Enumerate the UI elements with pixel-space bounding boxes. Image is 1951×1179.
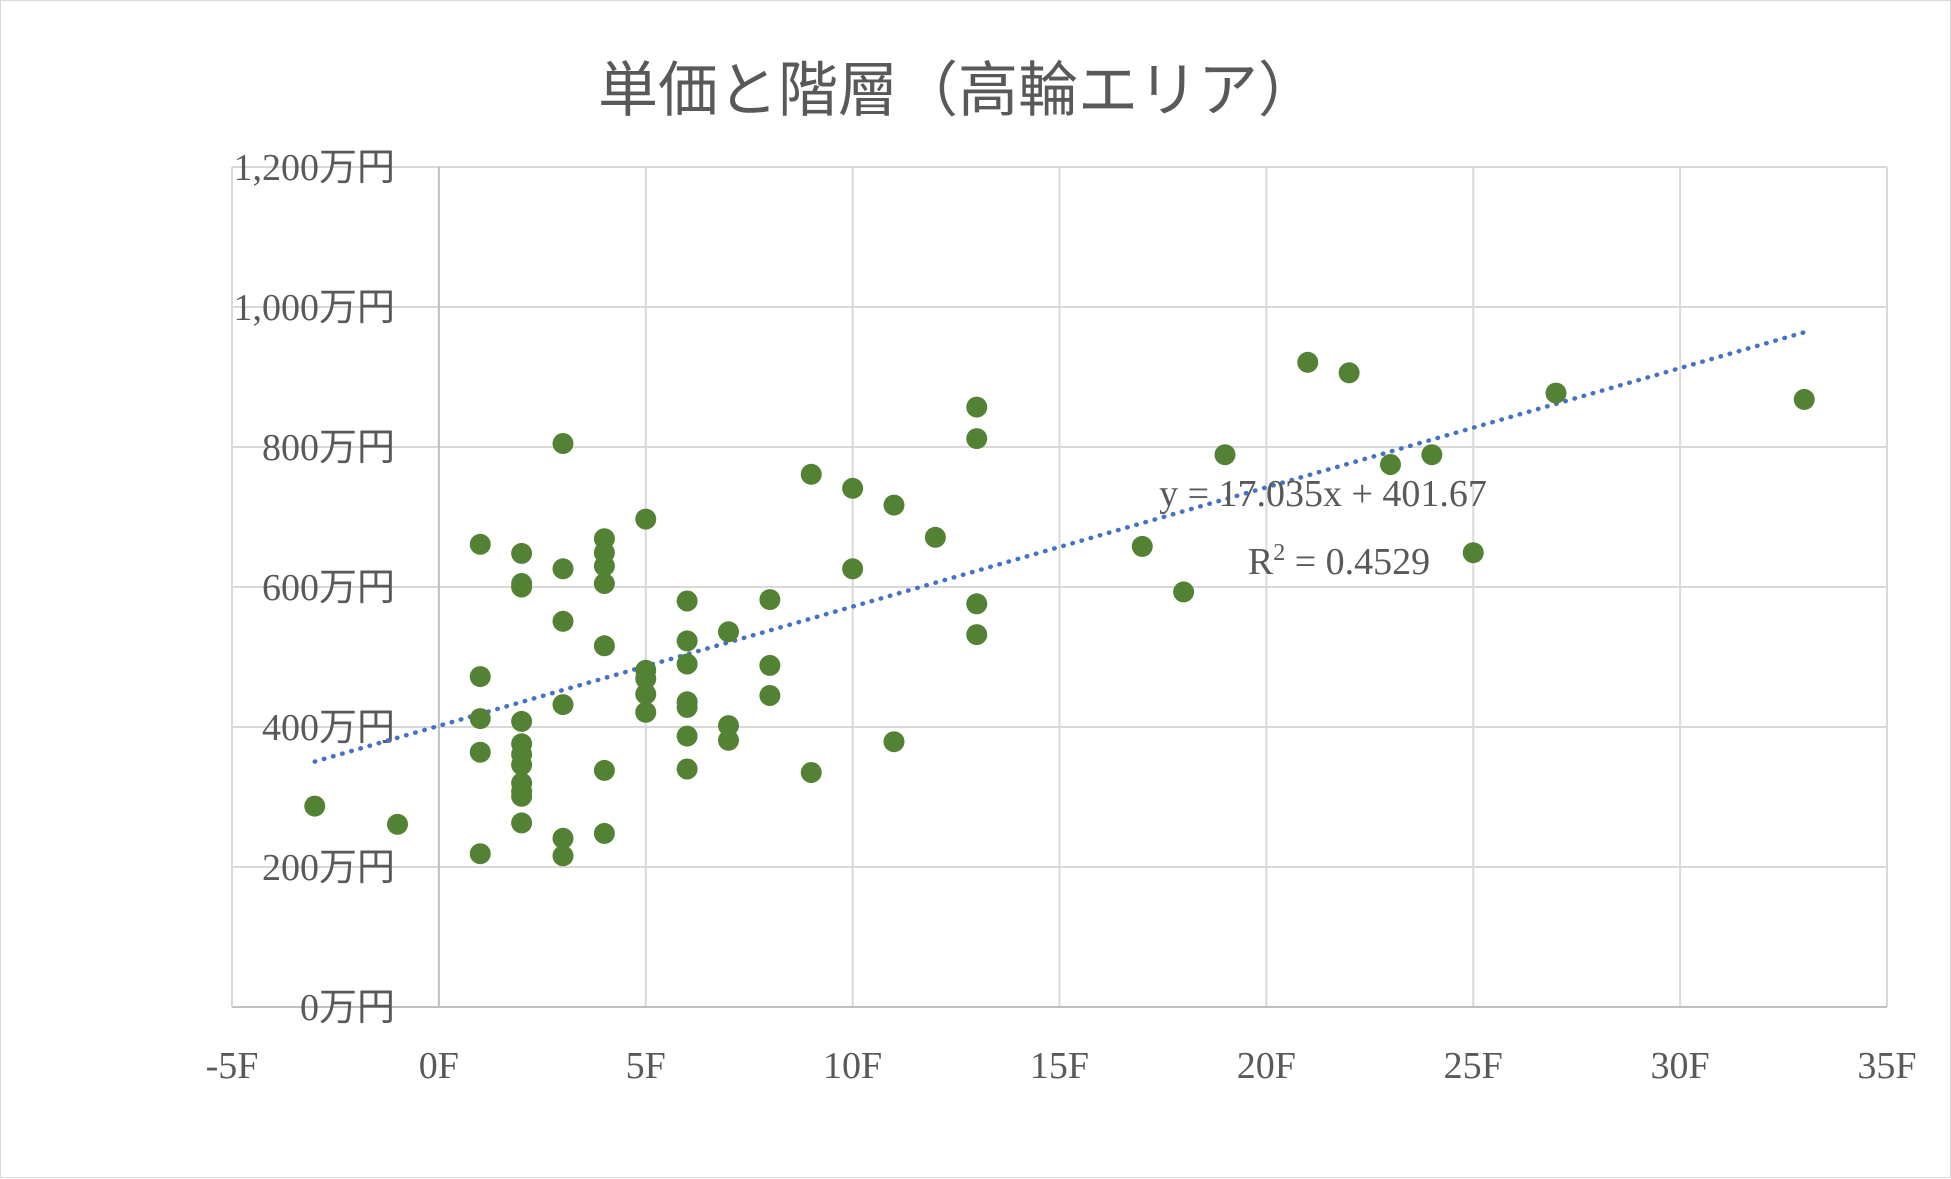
data-point: [966, 428, 988, 450]
data-point: [593, 759, 615, 781]
data-point: [1338, 362, 1360, 384]
data-point: [1421, 444, 1443, 466]
r-squared-label: R2 = 0.4529: [1248, 540, 1430, 583]
y-tick-label: 800万円: [262, 427, 395, 469]
data-point: [469, 666, 491, 688]
data-point: [1131, 535, 1153, 557]
gridlines: [232, 166, 1888, 1007]
x-tick-label: 35F: [1857, 1045, 1916, 1087]
data-point: [1173, 581, 1195, 603]
data-point: [511, 785, 533, 807]
data-point: [1297, 351, 1319, 373]
data-point: [759, 654, 781, 676]
x-tick-label: 0F: [419, 1045, 459, 1087]
data-point: [511, 576, 533, 598]
r-squared-superscript: 2: [1273, 540, 1285, 566]
data-point: [593, 555, 615, 577]
data-point: [552, 827, 574, 849]
data-point: [387, 813, 408, 835]
data-point: [511, 710, 533, 732]
data-point: [1462, 542, 1484, 564]
data-point: [304, 795, 326, 817]
data-point: [1380, 454, 1401, 475]
x-tick-label: 5F: [626, 1045, 666, 1087]
data-point: [1545, 382, 1567, 404]
axes: [231, 167, 1887, 1008]
data-point: [966, 593, 988, 615]
data-point: [676, 696, 698, 718]
data-point: [593, 822, 615, 844]
data-point: [676, 758, 698, 780]
data-point: [511, 812, 533, 834]
y-tick-label: 600万円: [262, 567, 395, 609]
data-point: [676, 630, 698, 652]
x-tick-label: 20F: [1237, 1045, 1296, 1087]
y-tick-label: 400万円: [262, 707, 395, 749]
data-point: [759, 589, 781, 611]
data-point: [469, 843, 491, 865]
data-point: [635, 508, 657, 530]
trendline-equation: y = 17.035x + 401.67: [1159, 473, 1487, 515]
y-tick-label: 1,000万円: [233, 287, 395, 329]
data-point: [924, 526, 946, 548]
data-point: [676, 653, 698, 675]
data-point: [1793, 388, 1815, 410]
data-point: [593, 573, 615, 594]
data-point: [842, 558, 864, 580]
data-point: [469, 533, 491, 555]
data-points: [304, 351, 1815, 867]
data-point: [718, 729, 739, 751]
data-point: [718, 715, 739, 737]
data-point: [511, 542, 533, 564]
data-point: [718, 621, 739, 643]
data-point: [511, 754, 533, 776]
x-tick-label: 25F: [1444, 1045, 1503, 1087]
data-point: [552, 610, 574, 632]
trendline-line: [312, 330, 1807, 764]
chart-title: 単価と階層（高輪エリア）: [598, 56, 1318, 126]
x-tick-label: -5F: [206, 1045, 259, 1087]
data-point: [800, 463, 822, 485]
data-point: [635, 668, 657, 690]
data-point: [676, 590, 698, 612]
data-point: [966, 624, 988, 646]
data-point: [552, 558, 574, 580]
data-point: [635, 701, 657, 723]
data-point: [800, 762, 822, 783]
x-tick-label: 30F: [1651, 1045, 1710, 1087]
data-point: [552, 694, 574, 716]
r-squared-r: R: [1248, 541, 1274, 583]
data-point: [593, 635, 615, 657]
data-point: [759, 685, 781, 706]
data-point: [635, 683, 657, 705]
data-point: [1214, 444, 1236, 466]
data-point: [966, 396, 988, 418]
x-tick-label: 15F: [1030, 1045, 1089, 1087]
data-point: [883, 731, 905, 753]
trendline: [312, 330, 1807, 764]
r-squared-value: = 0.4529: [1285, 541, 1430, 583]
y-tick-label: 1,200万円: [233, 147, 395, 189]
data-point: [676, 725, 698, 747]
data-point: [842, 477, 864, 499]
y-tick-label: 200万円: [262, 847, 395, 889]
data-point: [552, 433, 574, 454]
trendline-label: y = 17.035x + 401.67 R2 = 0.4529: [1159, 473, 1487, 583]
x-tick-label: 10F: [823, 1045, 882, 1087]
data-point: [469, 741, 491, 763]
data-point: [552, 845, 574, 867]
data-point: [883, 494, 905, 516]
tick-labels: 0万円 200万円 400万円 600万円 800万円 1,000万円 1,200万円 -5F…: [206, 147, 1917, 1087]
y-tick-label: 0万円: [300, 987, 395, 1029]
data-point: [469, 708, 491, 730]
